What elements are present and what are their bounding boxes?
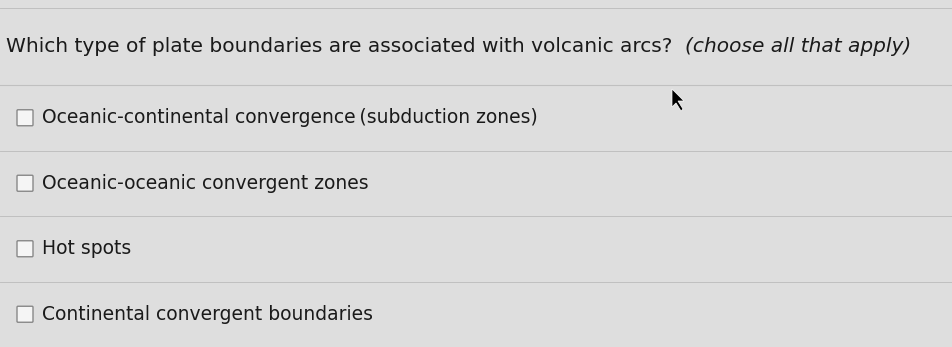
Polygon shape [671, 89, 684, 111]
Text: Hot spots: Hot spots [42, 239, 131, 258]
FancyBboxPatch shape [17, 110, 33, 126]
FancyBboxPatch shape [17, 306, 33, 322]
Text: Oceanic-continental convergence (subduction zones): Oceanic-continental convergence (subduct… [42, 108, 537, 127]
Text: Which type of plate boundaries are associated with volcanic arcs?: Which type of plate boundaries are assoc… [6, 36, 678, 56]
Text: Oceanic-oceanic convergent zones: Oceanic-oceanic convergent zones [42, 174, 368, 193]
FancyBboxPatch shape [17, 241, 33, 257]
Text: (choose all that apply): (choose all that apply) [684, 36, 910, 56]
Text: Continental convergent boundaries: Continental convergent boundaries [42, 305, 372, 324]
FancyBboxPatch shape [17, 175, 33, 191]
